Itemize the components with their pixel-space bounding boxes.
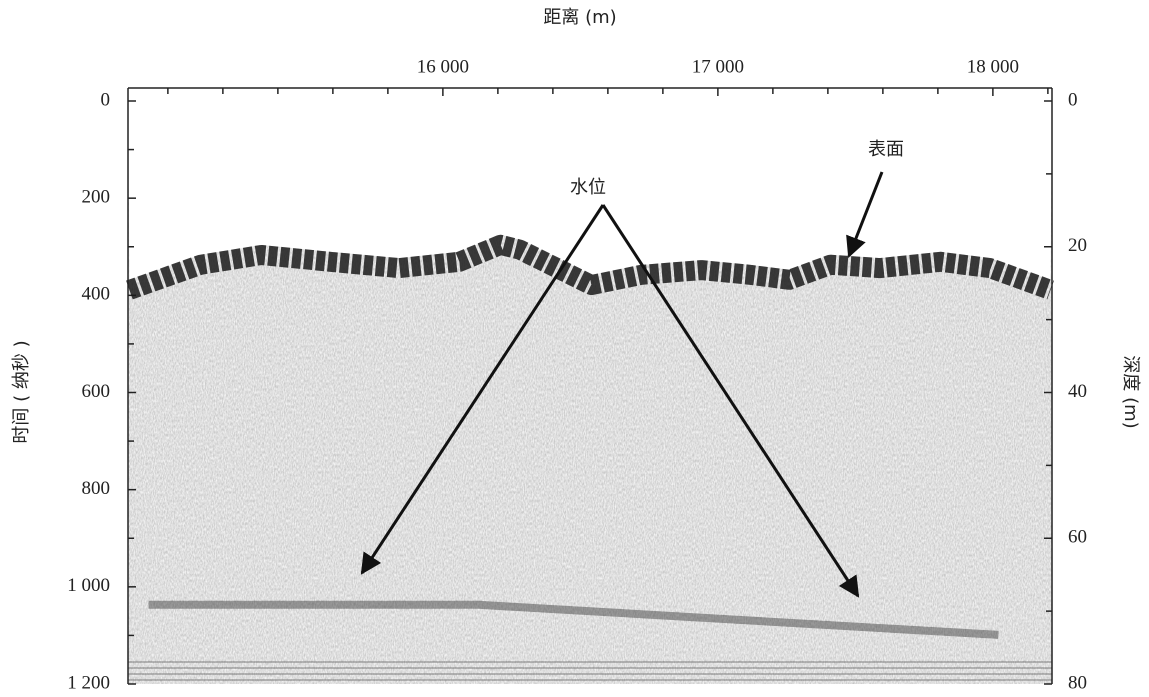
y-tick-label: 400 [82,284,111,305]
y2-tick-label: 40 [1068,381,1087,402]
annotation: 水位 [570,177,606,198]
y2-tick-label: 0 [1068,89,1078,110]
x-tick-label: 16 000 [417,56,469,77]
y2-tick-label: 80 [1068,672,1087,693]
y-tick-label: 1 200 [67,672,110,693]
chart: 16 00017 00018 00002004006008001 0001 20… [0,0,1149,697]
y2-tick-label: 60 [1068,527,1087,548]
x-axis-title: 距离 (m) [543,7,616,28]
y-tick-label: 0 [101,89,111,110]
y2-axis-title: 深度 (m) [1120,355,1141,428]
y-tick-label: 200 [82,187,111,208]
annotation: 表面 [868,139,904,160]
y2-tick-label: 20 [1068,235,1087,256]
y-axis-title: 时间 ( 纳秒 ) [11,340,32,443]
x-tick-label: 18 000 [967,56,1019,77]
x-tick-label: 17 000 [692,56,744,77]
y-tick-label: 800 [82,478,111,499]
y-tick-label: 600 [82,381,111,402]
y-tick-label: 1 000 [67,575,110,596]
